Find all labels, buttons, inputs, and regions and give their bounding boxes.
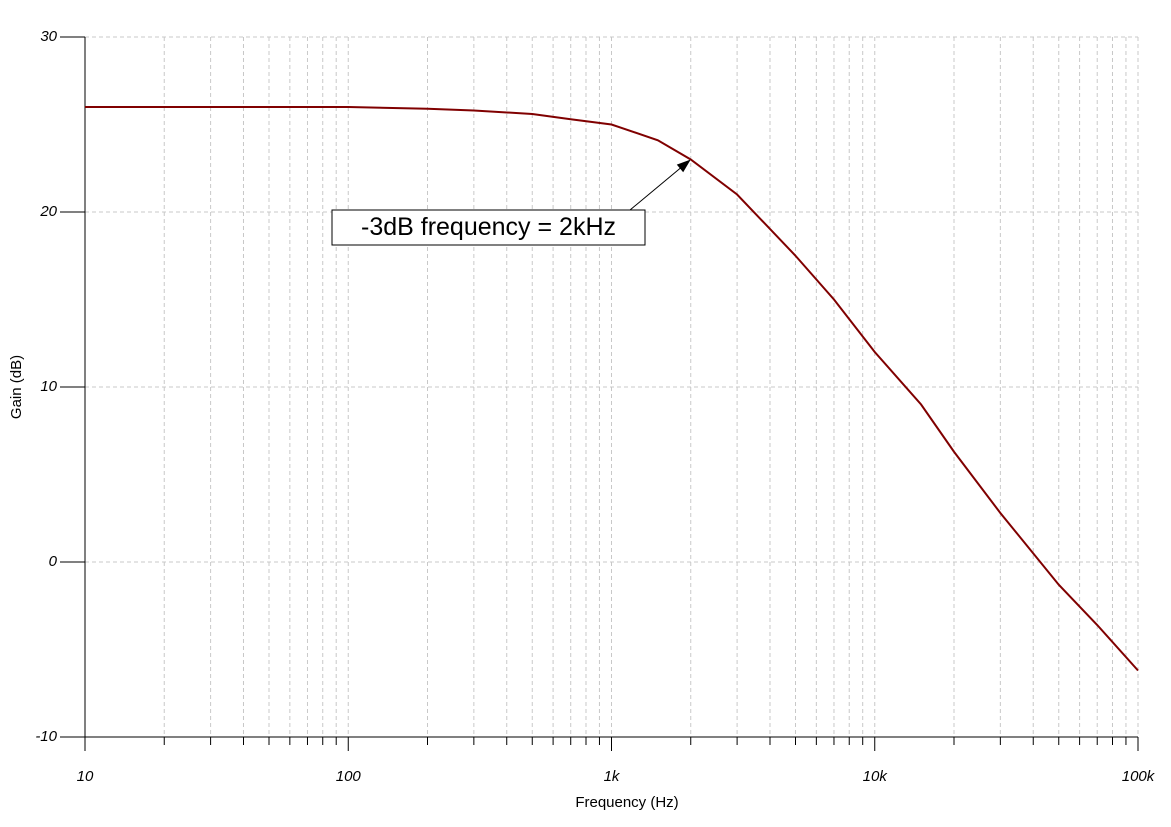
- y-tick-label: 20: [39, 203, 57, 220]
- annotation-arrowhead: [676, 159, 691, 173]
- x-tick-label: 100: [336, 768, 362, 785]
- x-tick-label: 1k: [604, 768, 621, 785]
- annotation-text: -3dB frequency = 2kHz: [361, 213, 616, 241]
- y-tick-label: -10: [35, 728, 57, 745]
- x-tick-label: 10k: [863, 768, 889, 785]
- y-tick-label: 30: [40, 28, 57, 45]
- x-tick-label: 100k: [1122, 768, 1156, 785]
- y-tick-label: 10: [40, 378, 57, 395]
- x-axis-label: Frequency (Hz): [575, 794, 678, 811]
- y-axis-label: Gain (dB): [8, 355, 25, 419]
- x-tick-label: 10: [77, 768, 94, 785]
- y-tick-label: 0: [49, 553, 58, 570]
- annotation-arrow: [629, 165, 684, 211]
- annotation-box: [331, 209, 646, 246]
